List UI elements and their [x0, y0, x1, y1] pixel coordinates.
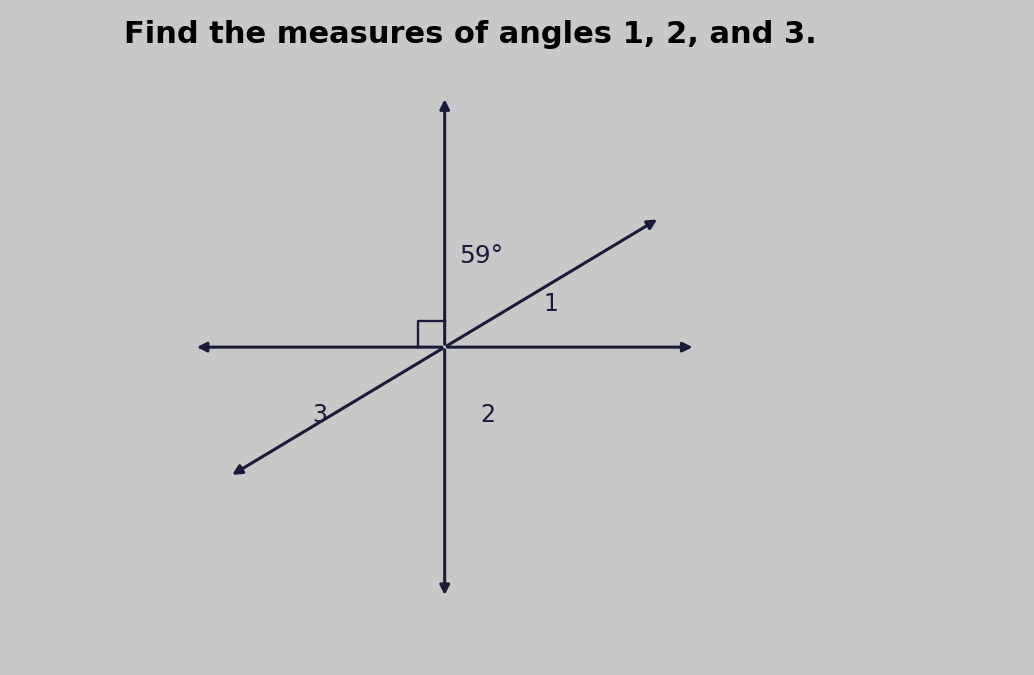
Text: 3: 3: [312, 403, 327, 427]
Text: 2: 2: [481, 403, 495, 427]
Text: 59°: 59°: [459, 244, 504, 267]
Text: Find the measures of angles 1, 2, and 3.: Find the measures of angles 1, 2, and 3.: [124, 20, 816, 49]
Text: 1: 1: [543, 292, 558, 316]
